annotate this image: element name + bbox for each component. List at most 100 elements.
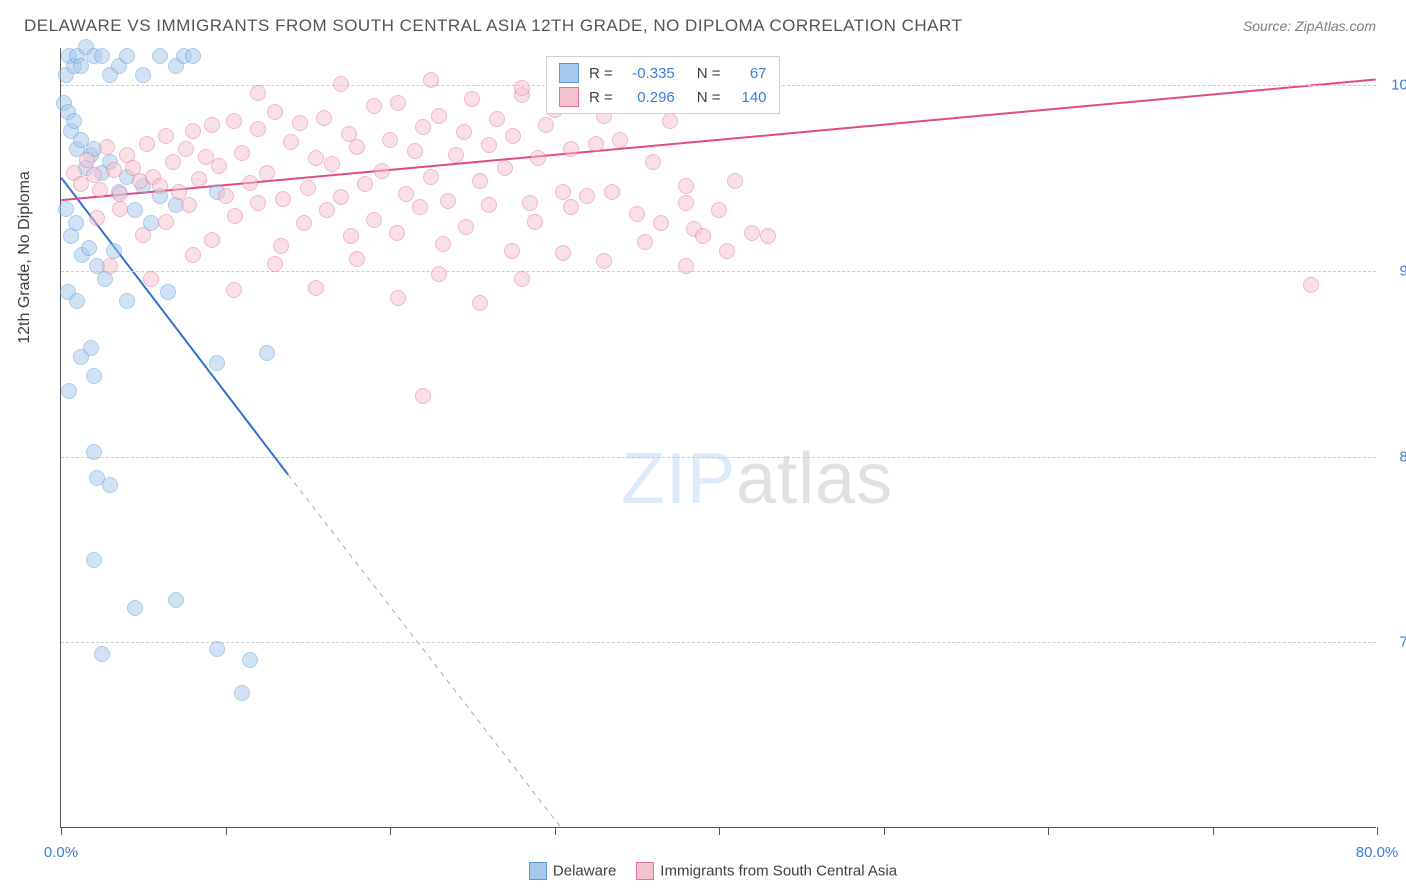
data-point	[275, 191, 291, 207]
y-tick-label: 80.0%	[1382, 448, 1406, 465]
data-point	[267, 104, 283, 120]
data-point	[1303, 277, 1319, 293]
data-point	[94, 646, 110, 662]
legend-swatch	[529, 862, 547, 880]
legend-bottom: Delaware Immigrants from South Central As…	[0, 862, 1406, 880]
data-point	[250, 85, 266, 101]
data-point	[300, 180, 316, 196]
data-point	[412, 199, 428, 215]
legend-label: Immigrants from South Central Asia	[660, 863, 897, 880]
data-point	[227, 208, 243, 224]
data-point	[563, 141, 579, 157]
data-point	[102, 258, 118, 274]
data-point	[61, 383, 77, 399]
data-point	[504, 243, 520, 259]
data-point	[152, 48, 168, 64]
data-point	[530, 150, 546, 166]
stats-row: R =-0.335N =67	[559, 61, 767, 85]
x-tick	[61, 827, 62, 835]
grid-line	[61, 457, 1376, 458]
data-point	[464, 91, 480, 107]
data-point	[259, 345, 275, 361]
data-point	[555, 245, 571, 261]
data-point	[555, 184, 571, 200]
n-label: N =	[697, 89, 721, 106]
data-point	[209, 641, 225, 657]
y-tick-label: 90.0%	[1382, 262, 1406, 279]
data-point	[505, 128, 521, 144]
data-point	[678, 178, 694, 194]
data-point	[719, 243, 735, 259]
data-point	[423, 72, 439, 88]
data-point	[102, 477, 118, 493]
data-point	[296, 215, 312, 231]
x-tick	[1377, 827, 1378, 835]
r-value: -0.335	[623, 65, 675, 82]
data-point	[662, 113, 678, 129]
data-point	[596, 253, 612, 269]
data-point	[398, 186, 414, 202]
data-point	[415, 388, 431, 404]
r-label: R =	[589, 89, 613, 106]
data-point	[165, 154, 181, 170]
data-point	[316, 110, 332, 126]
stats-swatch	[559, 87, 579, 107]
data-point	[191, 171, 207, 187]
watermark-rest: atlas	[736, 439, 893, 519]
stats-box: R =-0.335N =67R =0.296N =140	[546, 56, 780, 114]
grid-line	[61, 271, 1376, 272]
data-point	[292, 115, 308, 131]
data-point	[744, 225, 760, 241]
data-point	[456, 124, 472, 140]
data-point	[324, 156, 340, 172]
x-tick	[1213, 827, 1214, 835]
data-point	[407, 143, 423, 159]
data-point	[106, 243, 122, 259]
y-axis-title: 12th Grade, No Diploma	[16, 171, 34, 344]
data-point	[160, 284, 176, 300]
data-point	[81, 240, 97, 256]
data-point	[58, 201, 74, 217]
data-point	[106, 162, 122, 178]
data-point	[209, 355, 225, 371]
data-point	[431, 266, 447, 282]
data-point	[127, 600, 143, 616]
data-point	[127, 202, 143, 218]
data-point	[83, 340, 99, 356]
watermark: ZIPatlas	[621, 438, 893, 520]
stats-row: R =0.296N =140	[559, 85, 767, 109]
data-point	[333, 76, 349, 92]
legend-label: Delaware	[553, 863, 616, 880]
data-point	[143, 271, 159, 287]
data-point	[242, 652, 258, 668]
data-point	[629, 206, 645, 222]
data-point	[374, 163, 390, 179]
data-point	[112, 186, 128, 202]
trend-line-extrapolation	[288, 475, 603, 827]
data-point	[259, 165, 275, 181]
n-value: 67	[731, 65, 767, 82]
data-point	[308, 150, 324, 166]
data-point	[226, 282, 242, 298]
data-point	[448, 147, 464, 163]
data-point	[158, 128, 174, 144]
legend-swatch	[636, 862, 654, 880]
x-tick	[719, 827, 720, 835]
data-point	[522, 195, 538, 211]
data-point	[89, 210, 105, 226]
data-point	[366, 212, 382, 228]
chart-title: DELAWARE VS IMMIGRANTS FROM SOUTH CENTRA…	[24, 16, 962, 36]
data-point	[678, 195, 694, 211]
data-point	[112, 201, 128, 217]
data-point	[185, 48, 201, 64]
data-point	[514, 80, 530, 96]
data-point	[135, 227, 151, 243]
data-point	[119, 48, 135, 64]
stats-swatch	[559, 63, 579, 83]
data-point	[181, 197, 197, 213]
data-point	[440, 193, 456, 209]
data-point	[563, 199, 579, 215]
data-point	[66, 113, 82, 129]
data-point	[366, 98, 382, 114]
data-point	[588, 136, 604, 152]
